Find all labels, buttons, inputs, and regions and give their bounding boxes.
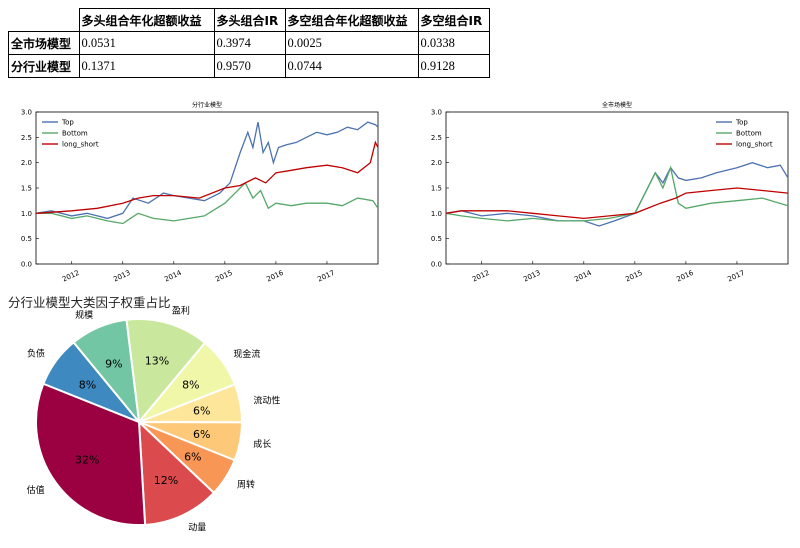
pie-category-label: 规模 <box>75 310 93 321</box>
y-tick-label: 1.5 <box>431 185 442 193</box>
chart-title: 全市场模型 <box>602 101 632 109</box>
column-header: 多空组合年化超额收益 <box>284 8 419 32</box>
table-cell: 0.9570 <box>213 54 286 78</box>
summary-table: 多头组合年化超额收益 多头组合IR 多空组合年化超额收益 多空组合IR 全市场模… <box>8 8 490 78</box>
series-line-long_short <box>445 187 789 220</box>
pie-percent-label: 32% <box>75 453 99 466</box>
legend-label: Bottom <box>62 130 88 138</box>
y-tick-label: 2.5 <box>21 134 32 142</box>
pie-percent-label: 13% <box>145 355 169 368</box>
pie-slice-规模 <box>72 318 141 426</box>
pie-category-label: 周转 <box>237 479 255 491</box>
pie-percent-label: 9% <box>105 357 122 370</box>
table-cell: 0.0531 <box>78 31 215 55</box>
table-cell: 0.0338 <box>417 31 490 55</box>
pie-chart-title: 分行业模型大类因子权重占比 <box>8 295 171 310</box>
y-tick-label: 1.5 <box>21 185 32 193</box>
series-line-Bottom <box>445 165 789 222</box>
y-tick-label: 0.0 <box>431 261 442 269</box>
chart-title: 分行业模型 <box>192 101 222 109</box>
table-cell: 0.1371 <box>78 54 215 78</box>
pie-category-label: 盈利 <box>172 304 190 316</box>
y-tick-label: 2.5 <box>431 134 442 142</box>
pie-percent-label: 6% <box>193 404 210 417</box>
legend-label: Bottom <box>736 130 762 138</box>
series-line-long_short <box>35 140 379 214</box>
table-cell: 0.0744 <box>284 54 419 78</box>
pie-percent-label: 6% <box>184 450 201 463</box>
legend-label: Top <box>61 119 74 127</box>
y-tick-label: 3.0 <box>21 109 32 117</box>
pie-percent-label: 6% <box>193 428 210 441</box>
table-header-row: 多头组合年化超额收益 多头组合IR 多空组合年化超额收益 多空组合IR <box>8 8 490 32</box>
pie-slice-估值 <box>35 382 147 526</box>
table-cell: 0.9128 <box>417 54 490 78</box>
pie-percent-label: 8% <box>182 379 199 392</box>
y-tick-label: 3.0 <box>431 109 442 117</box>
y-tick-label: 0.5 <box>21 235 32 243</box>
table-row: 全市场模型 0.0531 0.3974 0.0025 0.0338 <box>8 31 490 55</box>
y-tick-label: 1.0 <box>431 210 442 218</box>
y-tick-label: 1.0 <box>21 210 32 218</box>
pie-slice-动量 <box>137 419 216 526</box>
pie-percent-label: 12% <box>154 474 178 487</box>
pie-category-label: 负债 <box>27 347 45 359</box>
column-header: 多头组合IR <box>213 8 286 32</box>
pie-category-label: 流动性 <box>253 395 280 407</box>
pie-category-label: 现金流 <box>233 348 260 360</box>
y-tick-label: 2.0 <box>431 159 442 167</box>
y-tick-label: 2.0 <box>21 159 32 167</box>
pie-category-label: 成长 <box>253 438 271 450</box>
table-row: 分行业模型 0.1371 0.9570 0.0744 0.9128 <box>8 54 490 78</box>
y-tick-label: 0.0 <box>21 261 32 269</box>
pie-slice-盈利 <box>125 318 207 425</box>
legend-label: Top <box>735 119 748 127</box>
legend-label: long_short <box>736 141 773 149</box>
row-header: 全市场模型 <box>8 31 80 55</box>
pie-category-label: 动量 <box>188 522 206 533</box>
pie-percent-label: 8% <box>79 378 96 391</box>
row-header: 分行业模型 <box>8 54 80 78</box>
series-line-Top <box>35 121 379 220</box>
column-header: 多空组合IR <box>417 8 490 32</box>
legend-label: long_short <box>62 141 99 149</box>
pie-category-label: 估值 <box>27 484 45 496</box>
series-line-Bottom <box>36 181 379 225</box>
y-tick-label: 0.5 <box>431 235 442 243</box>
